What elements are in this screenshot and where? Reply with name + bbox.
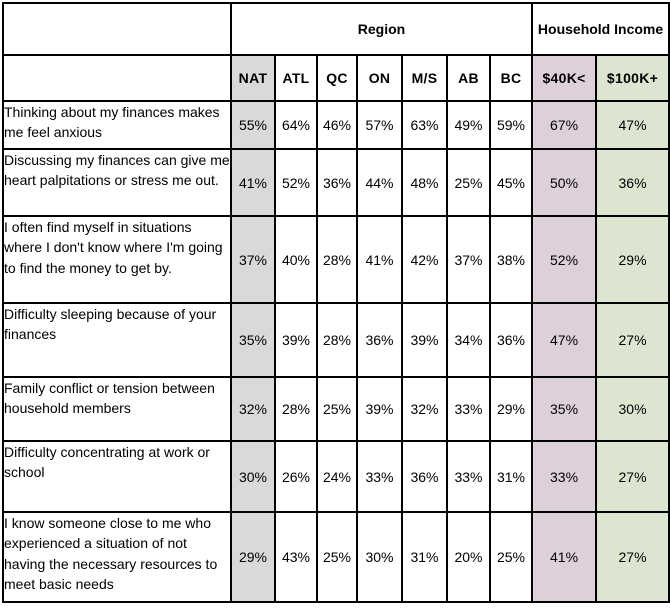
question-cell: Discussing my finances can give me heart…: [2, 148, 232, 217]
region-group-header: Region: [229, 2, 534, 56]
value-cell-under-40k: 47%: [531, 302, 598, 378]
value-cell-atl: 26%: [274, 440, 318, 513]
value-cell-under-40k: 67%: [531, 100, 598, 150]
value-cell-over-100k: 27%: [595, 511, 670, 603]
value-cell-under-40k: 50%: [531, 148, 598, 217]
column-header-on: ON: [356, 54, 403, 102]
corner-cell-top: [2, 2, 232, 56]
table-row-sleeping: Difficulty sleeping because of your fina…: [2, 302, 670, 378]
value-cell-on: 36%: [356, 302, 403, 378]
value-cell-ab: 34%: [446, 302, 491, 378]
value-cell-ab: 33%: [446, 440, 491, 513]
value-cell-nat: 41%: [230, 148, 276, 217]
value-cell-ms: 48%: [401, 148, 448, 217]
question-cell: Difficulty sleeping because of your fina…: [2, 302, 232, 378]
value-cell-ms: 42%: [401, 215, 448, 304]
household-income-group-header: Household Income: [531, 2, 670, 56]
value-cell-bc: 29%: [488, 376, 534, 442]
value-cell-under-40k: 35%: [531, 376, 598, 442]
value-cell-under-40k: 33%: [531, 440, 598, 513]
column-header-ms: M/S: [401, 54, 448, 102]
column-header-under-40k: $40K<: [531, 54, 598, 102]
value-cell-on: 41%: [356, 215, 403, 304]
question-cell: I often find myself in situations where …: [2, 215, 232, 304]
value-cell-under-40k: 52%: [531, 215, 598, 304]
value-cell-ms: 36%: [401, 440, 448, 513]
value-cell-over-100k: 36%: [595, 148, 670, 217]
column-header-qc: QC: [316, 54, 358, 102]
table-row-know-someone: I know someone close to me who experienc…: [2, 511, 670, 603]
corner-cell-bottom: [2, 54, 232, 102]
value-cell-on: 57%: [356, 100, 403, 150]
table-row-anxious: Thinking about my finances makes me feel…: [2, 100, 670, 150]
column-header-nat: NAT: [230, 54, 276, 102]
value-cell-over-100k: 47%: [595, 100, 670, 150]
value-cell-ab: 49%: [446, 100, 491, 150]
value-cell-bc: 25%: [488, 511, 534, 603]
value-cell-bc: 38%: [488, 215, 534, 304]
value-cell-nat: 29%: [230, 511, 276, 603]
value-cell-nat: 30%: [230, 440, 276, 513]
value-cell-ab: 33%: [446, 376, 491, 442]
value-cell-over-100k: 30%: [595, 376, 670, 442]
value-cell-nat: 32%: [230, 376, 276, 442]
value-cell-atl: 52%: [274, 148, 318, 217]
table-row-palpitations: Discussing my finances can give me heart…: [2, 148, 670, 217]
value-cell-ms: 63%: [401, 100, 448, 150]
value-cell-bc: 36%: [488, 302, 534, 378]
value-cell-over-100k: 29%: [595, 215, 670, 304]
value-cell-atl: 39%: [274, 302, 318, 378]
value-cell-ab: 25%: [446, 148, 491, 217]
value-cell-qc: 25%: [316, 376, 358, 442]
value-cell-over-100k: 27%: [595, 440, 670, 513]
value-cell-atl: 28%: [274, 376, 318, 442]
column-header-bc: BC: [488, 54, 534, 102]
value-cell-atl: 40%: [274, 215, 318, 304]
table-row-family-conflict: Family conflict or tension between house…: [2, 376, 670, 442]
value-cell-atl: 43%: [274, 511, 318, 603]
question-cell: Difficulty concentrating at work or scho…: [2, 440, 232, 513]
group-header-row: Region Household Income: [2, 2, 670, 56]
value-cell-on: 44%: [356, 148, 403, 217]
column-header-row: NAT ATL QC ON M/S AB BC $40K< $100K+: [2, 54, 670, 102]
value-cell-on: 33%: [356, 440, 403, 513]
value-cell-nat: 55%: [230, 100, 276, 150]
value-cell-qc: 46%: [316, 100, 358, 150]
value-cell-ms: 32%: [401, 376, 448, 442]
value-cell-bc: 59%: [488, 100, 534, 150]
value-cell-qc: 28%: [316, 302, 358, 378]
value-cell-nat: 35%: [230, 302, 276, 378]
table-row-concentrating: Difficulty concentrating at work or scho…: [2, 440, 670, 513]
value-cell-qc: 25%: [316, 511, 358, 603]
value-cell-under-40k: 41%: [531, 511, 598, 603]
question-cell: I know someone close to me who experienc…: [2, 511, 232, 603]
survey-crosstab-table: Region Household Income NAT ATL QC ON M/…: [2, 2, 670, 603]
value-cell-on: 30%: [356, 511, 403, 603]
column-header-ab: AB: [446, 54, 491, 102]
value-cell-ab: 37%: [446, 215, 491, 304]
value-cell-over-100k: 27%: [595, 302, 670, 378]
column-header-over-100k: $100K+: [595, 54, 670, 102]
value-cell-nat: 37%: [230, 215, 276, 304]
table-row-find-money: I often find myself in situations where …: [2, 215, 670, 304]
question-cell: Thinking about my finances makes me feel…: [2, 100, 232, 150]
value-cell-atl: 64%: [274, 100, 318, 150]
value-cell-ms: 31%: [401, 511, 448, 603]
value-cell-ab: 20%: [446, 511, 491, 603]
value-cell-qc: 24%: [316, 440, 358, 513]
value-cell-ms: 39%: [401, 302, 448, 378]
column-header-atl: ATL: [274, 54, 318, 102]
value-cell-qc: 36%: [316, 148, 358, 217]
value-cell-on: 39%: [356, 376, 403, 442]
value-cell-qc: 28%: [316, 215, 358, 304]
value-cell-bc: 45%: [488, 148, 534, 217]
value-cell-bc: 31%: [488, 440, 534, 513]
question-cell: Family conflict or tension between house…: [2, 376, 232, 442]
